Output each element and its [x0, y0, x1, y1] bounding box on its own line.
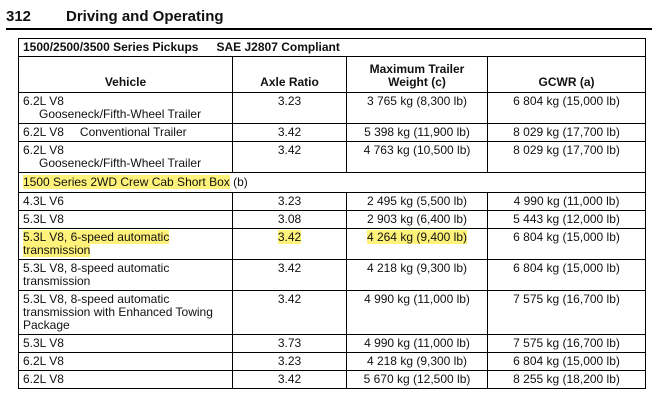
- gcwr-cell: 7 575 kg (16,700 lb): [486, 334, 647, 353]
- header-max-trailer-weight: Maximum Trailer Weight (c): [346, 56, 488, 93]
- header-vehicle: Vehicle: [18, 56, 233, 93]
- axle-ratio-cell: 3.73: [232, 334, 347, 353]
- axle-ratio-cell: 3.42: [232, 228, 347, 260]
- page-title: Driving and Operating: [66, 8, 224, 25]
- max-weight-cell: 4 218 kg (9,300 lb): [346, 259, 488, 291]
- max-weight-cell: 4 990 kg (11,000 lb): [346, 334, 488, 353]
- vehicle-cell: 5.3L V8, 8-speed automatic transmission: [18, 259, 233, 291]
- max-weight-cell: 5 670 kg (12,500 lb): [346, 370, 488, 389]
- vehicle-cell: 6.2L V8Gooseneck/Fifth-Wheel Trailer: [18, 141, 233, 173]
- section-row: 1500 Series 2WD Crew Cab Short Box (b): [17, 172, 647, 193]
- vehicle-cell: 4.3L V6: [18, 192, 233, 211]
- table-row: 6.2L V8 3.23 4 218 kg (9,300 lb) 6 804 k…: [18, 352, 647, 371]
- max-weight-cell: 5 398 kg (11,900 lb): [346, 123, 488, 142]
- trailering-table: 1500/2500/3500 Series Pickups SAE J2807 C…: [17, 38, 647, 389]
- axle-ratio-cell: 3.42: [232, 370, 347, 389]
- header-gcwr: GCWR (a): [486, 56, 647, 93]
- section-note: (b): [233, 175, 248, 189]
- gcwr-cell: 6 804 kg (15,000 lb): [486, 352, 647, 371]
- highlighted-axle-ratio: 3.42: [277, 230, 302, 244]
- axle-ratio-cell: 3.23: [232, 192, 347, 211]
- table-caption: 1500/2500/3500 Series Pickups SAE J2807 C…: [17, 38, 647, 57]
- page-header: 312 Driving and Operating: [6, 4, 652, 30]
- vehicle-cell: 5.3L V8: [18, 210, 233, 229]
- axle-ratio-cell: 3.23: [232, 92, 347, 124]
- trailer-type-text: Gooseneck/Fifth-Wheel Trailer: [39, 107, 202, 121]
- table-row: 5.3L V8, 8-speed automatic transmission …: [18, 290, 647, 335]
- table-row-highlighted: 5.3L V8, 6-speed automatic transmission …: [18, 228, 647, 260]
- page-number: 312: [6, 8, 32, 25]
- table-row: 5.3L V8 3.08 2 903 kg (6,400 lb) 5 443 k…: [18, 210, 647, 229]
- max-weight-cell: 4 264 kg (9,400 lb): [346, 228, 488, 260]
- section-heading: 1500 Series 2WD Crew Cab Short Box (b): [17, 172, 647, 193]
- gcwr-cell: 8 255 kg (18,200 lb): [486, 370, 647, 389]
- engine-text: 6.2L V8: [23, 125, 64, 139]
- max-weight-cell: 2 495 kg (5,500 lb): [346, 192, 488, 211]
- gcwr-cell: 5 443 kg (12,000 lb): [486, 210, 647, 229]
- axle-ratio-cell: 3.42: [232, 259, 347, 291]
- caption-series: 1500/2500/3500 Series Pickups: [23, 40, 199, 54]
- axle-ratio-cell: 3.42: [232, 123, 347, 142]
- gcwr-cell: 8 029 kg (17,700 lb): [486, 123, 647, 142]
- max-weight-cell: 2 903 kg (6,400 lb): [346, 210, 488, 229]
- caption-standard: SAE J2807 Compliant: [216, 40, 340, 54]
- trailer-type-text: Conventional Trailer: [79, 125, 187, 139]
- highlighted-vehicle: 5.3L V8, 6-speed automatic transmission: [23, 230, 170, 257]
- vehicle-cell: 6.2L V8 Conventional Trailer: [18, 123, 233, 142]
- gcwr-cell: 6 804 kg (15,000 lb): [486, 259, 647, 291]
- table-caption-row: 1500/2500/3500 Series Pickups SAE J2807 C…: [17, 38, 647, 57]
- gcwr-cell: 6 804 kg (15,000 lb): [486, 228, 647, 260]
- max-weight-cell: 3 765 kg (8,300 lb): [346, 92, 488, 124]
- gcwr-cell: 6 804 kg (15,000 lb): [486, 92, 647, 124]
- section-label: 1500 Series 2WD Crew Cab Short Box: [23, 175, 230, 189]
- engine-text: 6.2L V8: [23, 94, 64, 108]
- table-row: 5.3L V8 3.73 4 990 kg (11,000 lb) 7 575 …: [18, 334, 647, 353]
- table-header-row: Vehicle Axle Ratio Maximum Trailer Weigh…: [18, 56, 647, 93]
- max-weight-cell: 4 763 kg (10,500 lb): [346, 141, 488, 173]
- vehicle-cell: 6.2L V8: [18, 370, 233, 389]
- engine-text: 6.2L V8: [23, 143, 64, 157]
- gcwr-cell: 4 990 kg (11,000 lb): [486, 192, 647, 211]
- vehicle-cell: 6.2L V8Gooseneck/Fifth-Wheel Trailer: [18, 92, 233, 124]
- vehicle-cell: 5.3L V8: [18, 334, 233, 353]
- max-weight-cell: 4 990 kg (11,000 lb): [346, 290, 488, 335]
- table-row: 5.3L V8, 8-speed automatic transmission …: [18, 259, 647, 291]
- vehicle-cell: 5.3L V8, 8-speed automatic transmission …: [18, 290, 233, 335]
- max-weight-cell: 4 218 kg (9,300 lb): [346, 352, 488, 371]
- axle-ratio-cell: 3.23: [232, 352, 347, 371]
- header-axle-ratio: Axle Ratio: [232, 56, 347, 93]
- vehicle-cell: 5.3L V8, 6-speed automatic transmission: [18, 228, 233, 260]
- gcwr-cell: 8 029 kg (17,700 lb): [486, 141, 647, 173]
- axle-ratio-cell: 3.42: [232, 290, 347, 335]
- axle-ratio-cell: 3.08: [232, 210, 347, 229]
- table-row: 6.2L V8Gooseneck/Fifth-Wheel Trailer 3.2…: [18, 92, 647, 124]
- vehicle-cell: 6.2L V8: [18, 352, 233, 371]
- gcwr-cell: 7 575 kg (16,700 lb): [486, 290, 647, 335]
- highlighted-max-weight: 4 264 kg (9,400 lb): [366, 230, 468, 244]
- trailer-type-text: Gooseneck/Fifth-Wheel Trailer: [39, 156, 202, 170]
- axle-ratio-cell: 3.42: [232, 141, 347, 173]
- table-row: 6.2L V8 Conventional Trailer 3.42 5 398 k…: [18, 123, 647, 142]
- table-row: 6.2L V8 3.42 5 670 kg (12,500 lb) 8 255 …: [18, 370, 647, 389]
- table-row: 4.3L V6 3.23 2 495 kg (5,500 lb) 4 990 k…: [18, 192, 647, 211]
- table-row: 6.2L V8Gooseneck/Fifth-Wheel Trailer 3.4…: [18, 141, 647, 173]
